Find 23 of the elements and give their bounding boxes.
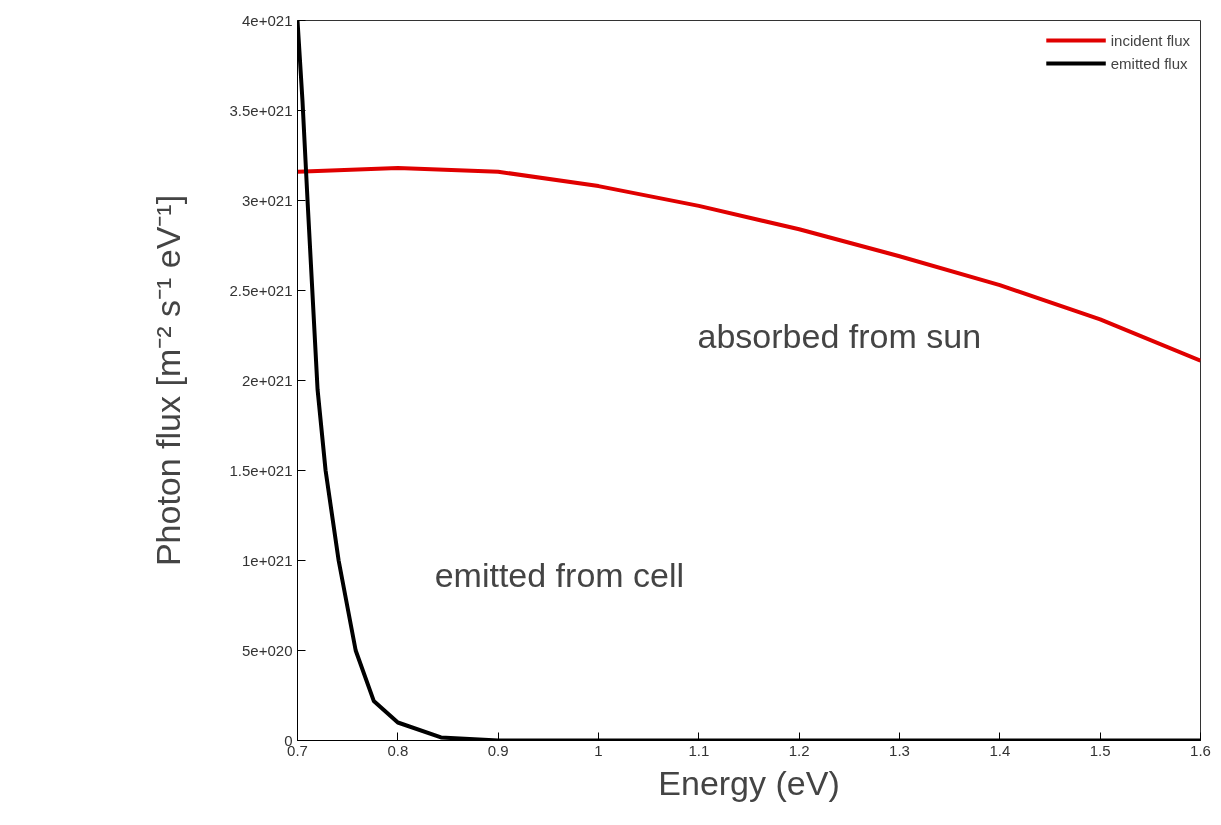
- x-tick-label: 1.5: [1089, 741, 1111, 759]
- x-tick-label: 1.3: [889, 741, 910, 759]
- y-tick-label: 2.5e+021: [229, 281, 293, 299]
- x-tick-label: 1: [594, 741, 603, 759]
- x-tick-label: 0.9: [487, 741, 509, 759]
- y-tick-label: 5e+020: [242, 641, 293, 659]
- x-tick-label: 1.2: [788, 741, 810, 759]
- x-tick-label: 1.4: [989, 741, 1011, 759]
- annotation: emitted from cell: [434, 555, 685, 594]
- y-axis-title: Photon flux [m⁻² s⁻¹ eV⁻¹]: [148, 194, 187, 567]
- x-tick-label: 1.6: [1190, 741, 1211, 759]
- y-tick-label: 1e+021: [242, 551, 293, 569]
- x-axis-title: Energy (eV): [658, 763, 840, 802]
- x-tick-label: 0.8: [387, 741, 409, 759]
- annotation: absorbed from sun: [697, 316, 982, 355]
- x-tick-label: 1.1: [688, 741, 710, 759]
- y-tick-label: 1.5e+021: [229, 461, 293, 479]
- y-tick-label: 2e+021: [242, 371, 293, 389]
- legend-label: incident flux: [1110, 31, 1190, 49]
- y-tick-label: 4e+021: [242, 11, 293, 29]
- y-tick-label: 3.5e+021: [229, 101, 293, 119]
- legend-label: emitted flux: [1110, 54, 1188, 72]
- y-tick-label: 3e+021: [242, 191, 293, 209]
